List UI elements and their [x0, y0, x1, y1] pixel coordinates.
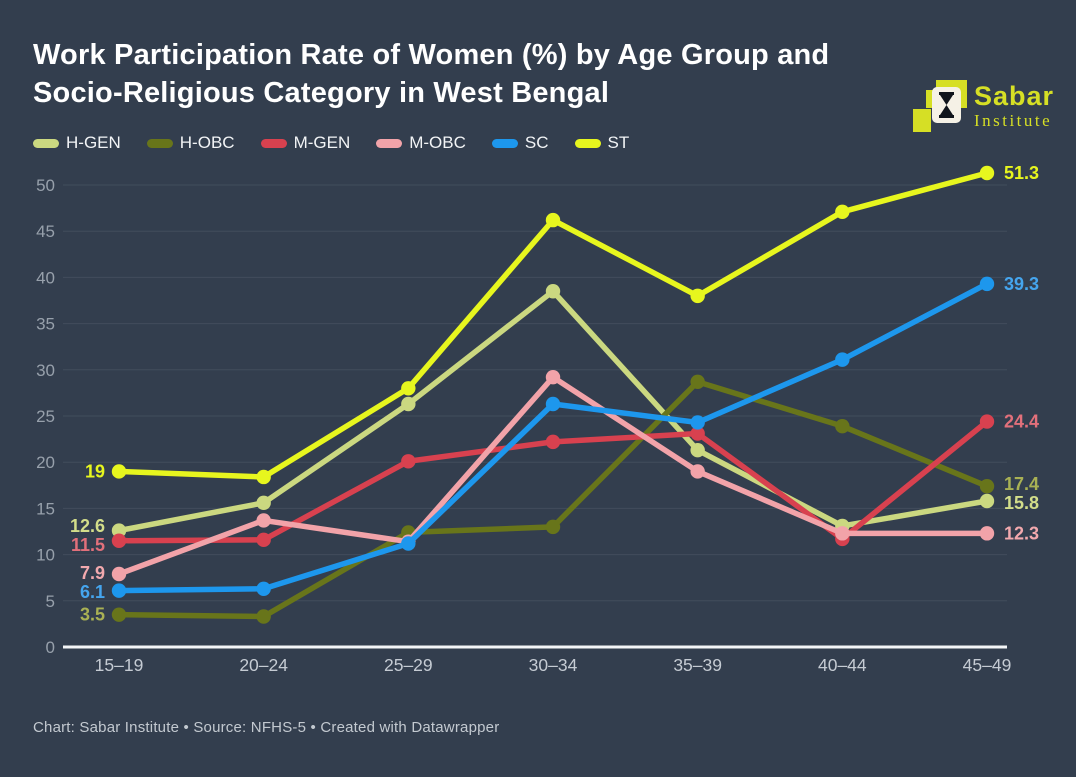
data-point-m-obc-0[interactable] — [111, 566, 127, 582]
data-point-h-obc-3[interactable] — [545, 519, 561, 535]
data-point-st-5[interactable] — [835, 204, 850, 219]
chart-legend: H-GEN H-OBC M-GEN M-OBC SC ST — [33, 133, 629, 153]
y-tick-label: 15 — [36, 499, 55, 518]
logo-name: Sabar — [973, 81, 1054, 111]
series-line-h-obc — [116, 379, 990, 620]
value-label-end: 17.4 — [1004, 474, 1039, 494]
data-point-m-obc-1[interactable] — [256, 513, 271, 528]
data-point-m-obc-5[interactable] — [835, 526, 850, 541]
x-tick-label: 25–29 — [384, 655, 433, 675]
data-point-h-gen-4[interactable] — [690, 442, 705, 458]
data-point-st-4[interactable] — [690, 288, 705, 304]
data-point-st-0[interactable] — [111, 464, 127, 479]
legend-swatch-icon — [260, 138, 287, 148]
legend-item-st: ST — [574, 133, 630, 153]
page-title: Work Participation Rate of Women (%) by … — [33, 39, 830, 109]
value-label-end: 51.3 — [1004, 163, 1039, 183]
data-point-m-gen-3[interactable] — [545, 434, 561, 450]
brand-logo: Sabar Institute — [912, 80, 1054, 132]
data-point-sc-4[interactable] — [690, 415, 705, 430]
data-point-h-gen-0[interactable] — [111, 523, 127, 538]
data-point-sc-2[interactable] — [401, 536, 416, 551]
data-point-sc-6[interactable] — [979, 276, 995, 292]
data-point-h-obc-6[interactable] — [979, 479, 995, 494]
data-point-m-gen-1[interactable] — [256, 532, 271, 548]
value-label-start: 19 — [85, 461, 105, 481]
data-point-m-gen-0[interactable] — [111, 533, 127, 548]
legend-label: SC — [524, 133, 549, 152]
y-tick-label: 35 — [36, 315, 55, 334]
y-tick-label: 25 — [36, 407, 55, 426]
legend-item-m-gen: M-GEN — [260, 133, 351, 153]
value-label-end: 15.8 — [1004, 493, 1039, 513]
legend-swatch-icon — [491, 138, 518, 148]
data-point-st-3[interactable] — [545, 212, 561, 228]
legend-label: M-OBC — [409, 133, 466, 152]
value-label-start: 7.9 — [80, 563, 105, 583]
value-label-start: 12.6 — [70, 516, 105, 536]
hourglass-logo-icon — [912, 80, 967, 132]
legend-label: H-GEN — [66, 133, 121, 152]
legend-label: M-GEN — [293, 133, 351, 152]
value-label-end: 24.4 — [1004, 412, 1039, 432]
data-point-sc-1[interactable] — [256, 581, 271, 596]
legend-label: H-OBC — [179, 133, 235, 152]
legend-swatch-icon — [146, 138, 173, 148]
data-point-sc-0[interactable] — [111, 583, 127, 598]
y-tick-label: 50 — [36, 176, 55, 195]
data-point-h-gen-1[interactable] — [256, 495, 271, 511]
y-tick-label: 20 — [36, 453, 55, 472]
legend-item-h-obc: H-OBC — [146, 133, 235, 153]
legend-item-sc: SC — [491, 133, 549, 153]
data-point-h-gen-2[interactable] — [401, 396, 416, 412]
data-point-m-obc-6[interactable] — [979, 526, 995, 541]
data-point-m-obc-3[interactable] — [545, 369, 561, 385]
data-point-m-gen-6[interactable] — [979, 414, 995, 429]
y-tick-label: 0 — [46, 638, 55, 657]
value-label-start: 6.1 — [80, 582, 105, 602]
data-point-h-obc-1[interactable] — [256, 609, 271, 624]
value-label-start: 11.5 — [71, 535, 105, 555]
value-label-end: 12.3 — [1004, 523, 1039, 543]
y-tick-label: 5 — [46, 592, 55, 611]
data-point-st-6[interactable] — [979, 165, 995, 181]
x-tick-label: 20–24 — [239, 655, 288, 675]
legend-swatch-icon — [33, 138, 59, 148]
x-tick-label: 35–39 — [673, 655, 722, 675]
data-point-sc-5[interactable] — [835, 352, 850, 367]
data-point-sc-3[interactable] — [545, 396, 561, 412]
y-tick-label: 10 — [36, 546, 55, 565]
data-point-st-1[interactable] — [256, 469, 271, 485]
x-tick-label: 40–44 — [818, 655, 867, 675]
logo-subname: Institute — [973, 111, 1053, 130]
x-tick-label: 45–49 — [963, 655, 1012, 675]
legend-label: ST — [607, 133, 630, 152]
legend-swatch-icon — [574, 138, 601, 148]
data-point-h-obc-5[interactable] — [835, 418, 850, 434]
legend-swatch-icon — [376, 138, 403, 148]
x-tick-label: 15–19 — [95, 655, 144, 675]
legend-item-h-gen: H-GEN — [33, 133, 121, 153]
footer-attribution: Chart: Sabar Institute • Source: NFHS-5 … — [33, 719, 500, 736]
legend-item-m-obc: M-OBC — [376, 133, 466, 153]
value-label-end: 39.3 — [1004, 274, 1039, 294]
value-label-start: 3.5 — [80, 605, 105, 625]
data-point-h-gen-6[interactable] — [979, 493, 995, 509]
data-point-h-obc-4[interactable] — [690, 374, 705, 390]
logo-text: Sabar Institute — [973, 81, 1054, 130]
data-point-h-obc-0[interactable] — [111, 607, 127, 622]
data-point-h-gen-3[interactable] — [545, 284, 561, 299]
data-point-m-obc-4[interactable] — [690, 464, 705, 479]
y-tick-label: 40 — [36, 268, 55, 287]
data-point-st-2[interactable] — [401, 381, 416, 396]
y-tick-label: 45 — [36, 222, 55, 241]
x-tick-label: 30–34 — [529, 655, 578, 675]
data-point-m-gen-2[interactable] — [401, 454, 416, 469]
data-point-m-gen-4[interactable] — [690, 426, 705, 441]
y-tick-label: 30 — [36, 361, 55, 380]
